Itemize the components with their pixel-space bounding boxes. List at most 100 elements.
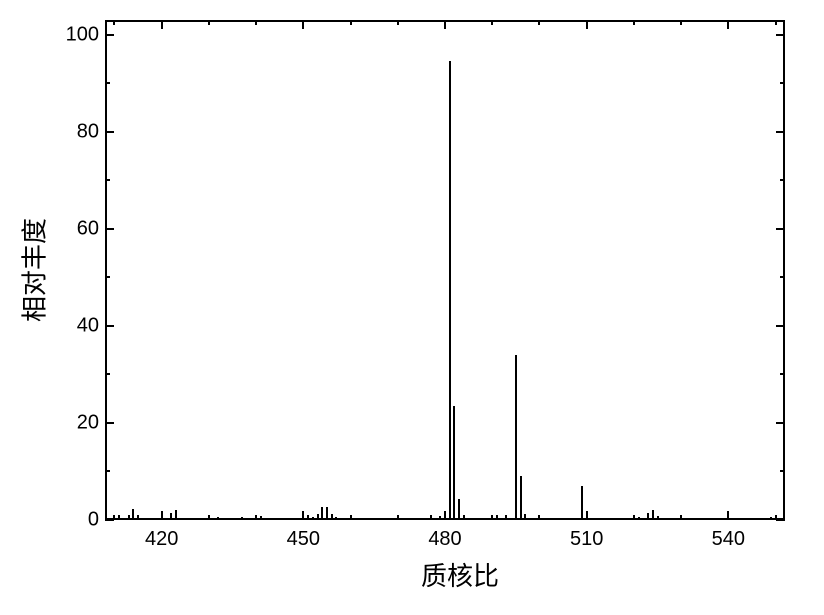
- y-tick-right: [780, 82, 785, 84]
- spectrum-peak: [132, 509, 134, 520]
- x-tick: [350, 515, 352, 520]
- spectrum-peak: [260, 516, 262, 520]
- spectrum-peak: [638, 517, 640, 520]
- y-tick-label: 60: [71, 217, 99, 240]
- x-tick: [302, 511, 304, 520]
- x-tick-top: [538, 20, 540, 25]
- x-tick-label: 540: [712, 528, 745, 551]
- y-tick-label: 100: [60, 23, 99, 46]
- spectrum-peak: [444, 514, 446, 520]
- spectrum-peak: [321, 507, 323, 520]
- x-tick-top: [586, 20, 588, 29]
- y-tick-right: [776, 131, 785, 133]
- x-tick-top: [208, 20, 210, 25]
- spectrum-peak: [453, 406, 455, 520]
- y-tick: [105, 131, 114, 133]
- spectrum-peak: [496, 515, 498, 520]
- spectrum-peak: [742, 518, 744, 520]
- spectrum-peak: [449, 61, 451, 520]
- spectrum-peak: [652, 510, 654, 520]
- y-tick: [105, 325, 114, 327]
- spectrum-peak: [586, 511, 588, 520]
- spectrum-peak: [217, 517, 219, 520]
- x-axis-label: 质核比: [400, 556, 520, 593]
- x-tick-label: 420: [145, 528, 178, 551]
- x-tick-top: [350, 20, 352, 25]
- x-tick: [255, 515, 257, 520]
- spectrum-peak: [657, 516, 659, 520]
- y-tick: [105, 373, 110, 375]
- y-tick: [105, 276, 110, 278]
- x-tick-label: 480: [428, 528, 461, 551]
- spectrum-peak: [392, 518, 394, 520]
- x-tick-top: [161, 20, 163, 29]
- spectrum-peak: [128, 515, 130, 520]
- x-tick-top: [444, 20, 446, 29]
- y-tick-right: [776, 422, 785, 424]
- axis-line: [783, 20, 785, 520]
- spectrum-peak: [647, 513, 649, 520]
- y-tick-label: 20: [71, 411, 99, 434]
- y-axis-label: 相对丰度: [15, 218, 52, 322]
- spectrum-peak: [189, 518, 191, 520]
- spectrum-peak: [723, 518, 725, 520]
- spectrum-peak: [331, 514, 333, 520]
- spectrum-peak: [458, 499, 460, 520]
- spectrum-peak: [463, 515, 465, 520]
- x-tick: [208, 515, 210, 520]
- y-tick-label: 40: [71, 314, 99, 337]
- spectrum-peak: [307, 515, 309, 520]
- y-tick: [105, 519, 114, 521]
- spectrum-peak: [317, 514, 319, 520]
- y-tick-label: 0: [82, 509, 99, 532]
- y-tick-right: [780, 470, 785, 472]
- y-tick: [105, 179, 110, 181]
- x-tick-label: 450: [287, 528, 320, 551]
- x-tick: [727, 511, 729, 520]
- spectrum-peak: [515, 355, 517, 520]
- x-tick: [161, 511, 163, 520]
- spectrum-peak: [581, 486, 583, 520]
- spectrum-peak: [520, 476, 522, 520]
- spectrum-peak: [713, 518, 715, 520]
- y-tick-right: [780, 276, 785, 278]
- chart-container: 相对丰度 质核比 420450480510540020406080100: [0, 0, 824, 615]
- y-tick: [105, 228, 114, 230]
- x-tick-top: [727, 20, 729, 29]
- spectrum-peak: [170, 513, 172, 520]
- y-tick-right: [780, 373, 785, 375]
- x-tick-label: 510: [570, 528, 603, 551]
- x-tick: [633, 515, 635, 520]
- x-tick-top: [491, 20, 493, 25]
- spectrum-peak: [770, 517, 772, 520]
- x-tick: [680, 515, 682, 520]
- y-tick: [105, 422, 114, 424]
- x-tick: [538, 515, 540, 520]
- y-tick: [105, 470, 110, 472]
- x-tick-top: [302, 20, 304, 29]
- spectrum-peak: [619, 518, 621, 520]
- spectrum-peak: [175, 510, 177, 520]
- spectrum-peak: [335, 517, 337, 520]
- axis-line: [105, 20, 107, 520]
- x-tick: [491, 515, 493, 520]
- spectrum-peak: [505, 515, 507, 520]
- x-tick: [397, 515, 399, 520]
- x-tick-top: [113, 20, 115, 25]
- y-tick-right: [776, 519, 785, 521]
- spectrum-peak: [326, 507, 328, 520]
- x-tick-top: [680, 20, 682, 25]
- y-tick-right: [776, 34, 785, 36]
- y-tick-right: [776, 325, 785, 327]
- x-tick-top: [255, 20, 257, 25]
- spectrum-peak: [439, 516, 441, 520]
- spectrum-peak: [524, 514, 526, 520]
- x-tick-top: [633, 20, 635, 25]
- spectrum-peak: [137, 515, 139, 520]
- spectrum-peak: [241, 517, 243, 520]
- spectrum-peak: [118, 515, 120, 520]
- y-tick: [105, 82, 110, 84]
- x-tick-top: [397, 20, 399, 25]
- x-tick-top: [775, 20, 777, 25]
- y-tick-right: [780, 179, 785, 181]
